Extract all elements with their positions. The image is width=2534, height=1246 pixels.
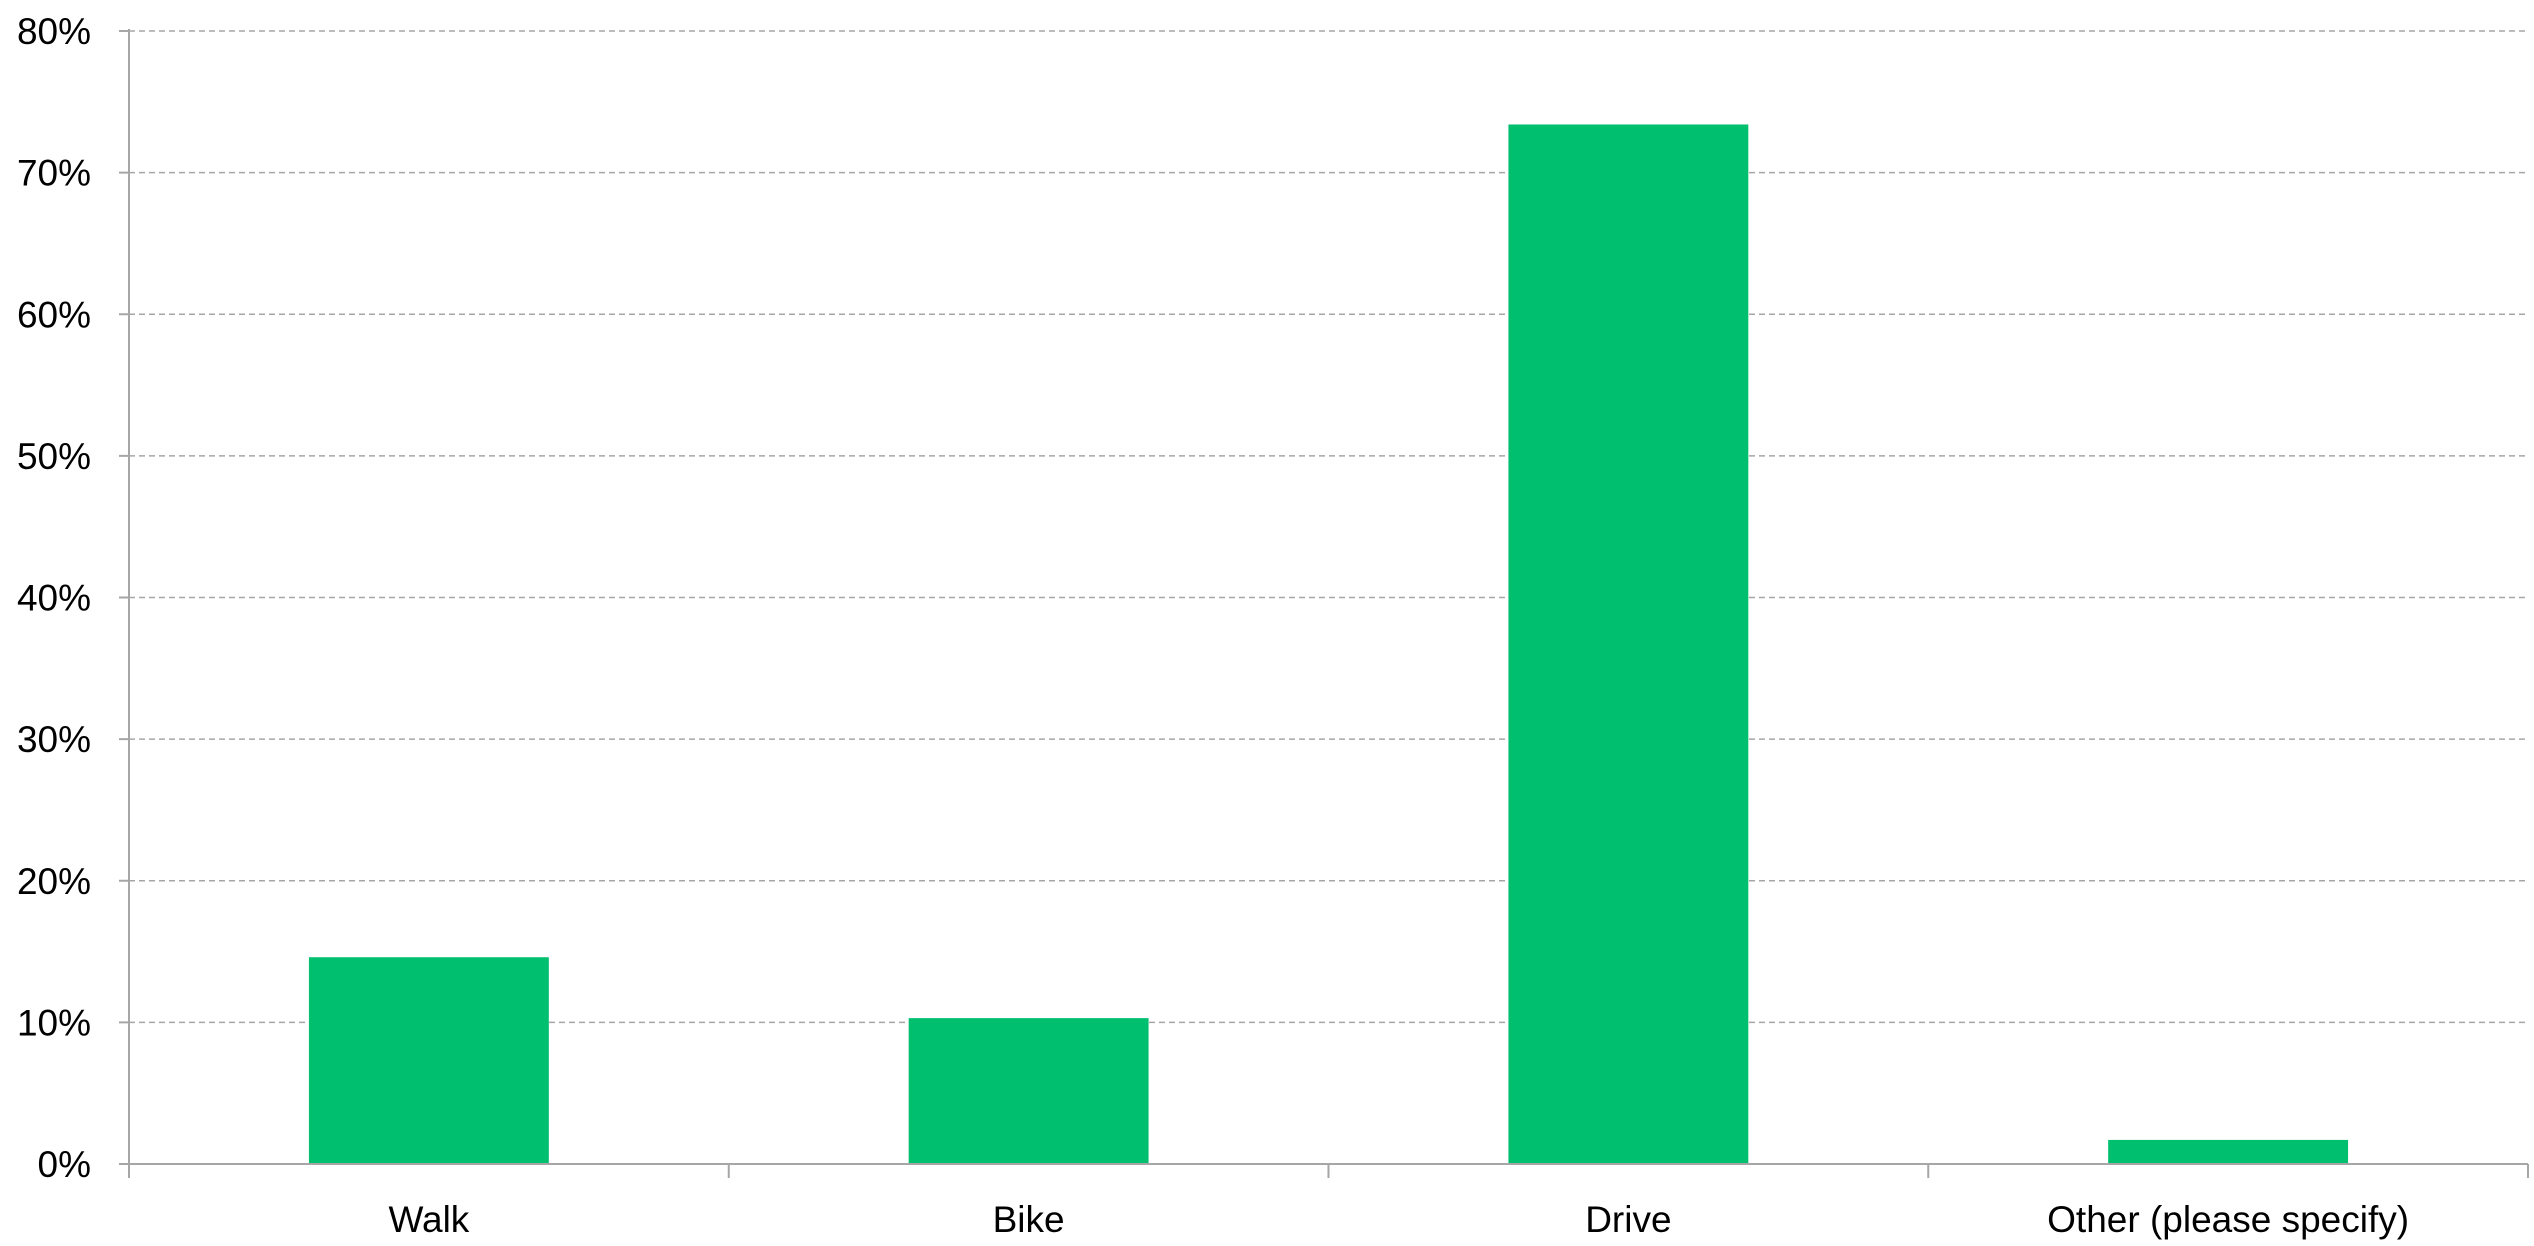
x-tick-label: Bike — [993, 1199, 1065, 1240]
bar-walk — [308, 957, 549, 1164]
bar-drive — [1508, 124, 1749, 1164]
y-tick-label: 40% — [17, 578, 91, 619]
axes — [119, 29, 2529, 1178]
x-tick-labels: Walk Bike Drive Other (please specify) — [388, 1199, 2409, 1240]
y-tick-label: 10% — [17, 1002, 91, 1043]
x-tick-label: Walk — [388, 1199, 469, 1240]
y-tick-label: 20% — [17, 861, 91, 902]
y-tick-label: 0% — [38, 1144, 91, 1185]
bars — [308, 124, 2349, 1164]
gridlines — [129, 30, 2528, 1024]
y-tick-labels: 0% 10% 20% 30% 40% 50% 60% 70% 80% — [17, 11, 91, 1185]
y-tick-label: 50% — [17, 436, 91, 477]
y-tick-label: 30% — [17, 719, 91, 760]
x-tick-label: Other (please specify) — [2047, 1199, 2409, 1240]
y-tick-label: 80% — [17, 11, 91, 52]
x-tick-label: Drive — [1585, 1199, 1671, 1240]
bar-bike — [908, 1018, 1149, 1164]
y-tick-label: 60% — [17, 294, 91, 335]
bar-other-please-specify — [2108, 1139, 2349, 1164]
y-tick-label: 70% — [17, 153, 91, 194]
